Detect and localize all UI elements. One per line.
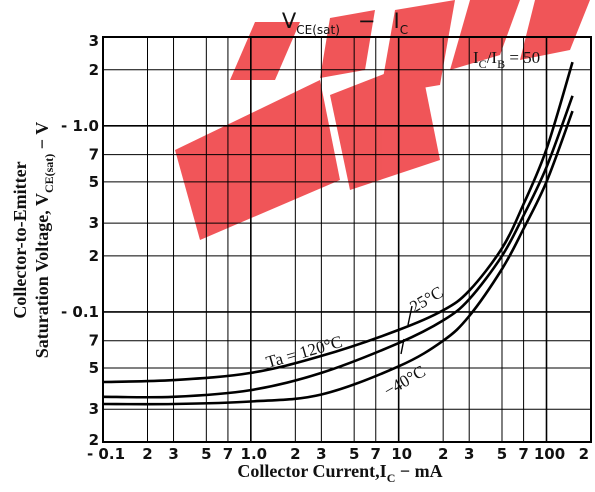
series-line-0 xyxy=(102,61,574,384)
x-axis-label: Collector Current,IC − mA xyxy=(237,461,442,485)
y-tick-label: 2 xyxy=(89,61,99,79)
x-tick-label: 3 xyxy=(316,445,326,463)
x-tick-label: - 0.1 xyxy=(87,445,125,463)
x-tick-label: 2 xyxy=(142,445,152,463)
x-tick-label: 5 xyxy=(201,445,211,463)
watermark-logo xyxy=(175,0,590,240)
y-tick-label: 3 xyxy=(89,400,99,418)
y-tick-label: 2 xyxy=(89,247,99,265)
x-tick-label: 3 xyxy=(168,445,178,463)
x-tick-label: 3 xyxy=(464,445,474,463)
y-tick-label: 7 xyxy=(89,332,99,350)
y-tick-label: 5 xyxy=(89,359,99,377)
y-tick-label: 5 xyxy=(89,173,99,191)
plot-frame xyxy=(102,36,592,443)
x-tick-label: 7 xyxy=(518,445,528,463)
y-tick-label: - 1.0 xyxy=(61,117,99,135)
series-group xyxy=(102,61,574,406)
y-tick-label: 3 xyxy=(89,214,99,232)
x-tick-label: 10 xyxy=(391,445,412,463)
grid-lines xyxy=(103,37,591,442)
x-tick-label: 7 xyxy=(223,445,233,463)
x-tick-label: 5 xyxy=(497,445,507,463)
svg-text:Collector-to-Emitter: Collector-to-Emitter xyxy=(10,161,30,318)
y-tick-label: 3 xyxy=(89,32,99,50)
chart-title: VCE(sat) − IC xyxy=(282,9,408,37)
x-tick-label: 100 xyxy=(534,445,565,463)
y-tick-label: 2 xyxy=(89,431,99,449)
x-tick-label: 7 xyxy=(371,445,381,463)
x-tick-label: 2 xyxy=(438,445,448,463)
condition-label: IC/IB = 50 xyxy=(473,48,540,71)
y-tick-label: - 0.1 xyxy=(61,303,99,321)
series-line-1 xyxy=(102,95,574,399)
x-tick-label: 2 xyxy=(290,445,300,463)
x-tick-labels: - 0.1 2 3 5 7 1.0 2 3 5 7 10 2 3 5 7 100 2 xyxy=(87,445,589,463)
y-tick-label: 7 xyxy=(89,146,99,164)
series-line-2 xyxy=(102,110,574,406)
y-tick-labels: 3 2 - 1.0 7 5 3 2 - 0.1 7 5 3 2 xyxy=(61,32,99,449)
x-tick-label: 5 xyxy=(349,445,359,463)
x-tick-label: 1.0 xyxy=(241,445,268,463)
x-tick-label: 2 xyxy=(579,445,589,463)
series-label-120c: Ta = 120°C xyxy=(264,332,345,372)
leader-line-minus40c xyxy=(400,338,405,355)
leader-line-25c xyxy=(407,305,413,326)
svg-text:Saturation Voltage, VCE(sat) −: Saturation Voltage, VCE(sat) − V xyxy=(32,122,56,358)
y-axis-label: Collector-to-Emitter Saturation Voltage,… xyxy=(10,122,56,358)
